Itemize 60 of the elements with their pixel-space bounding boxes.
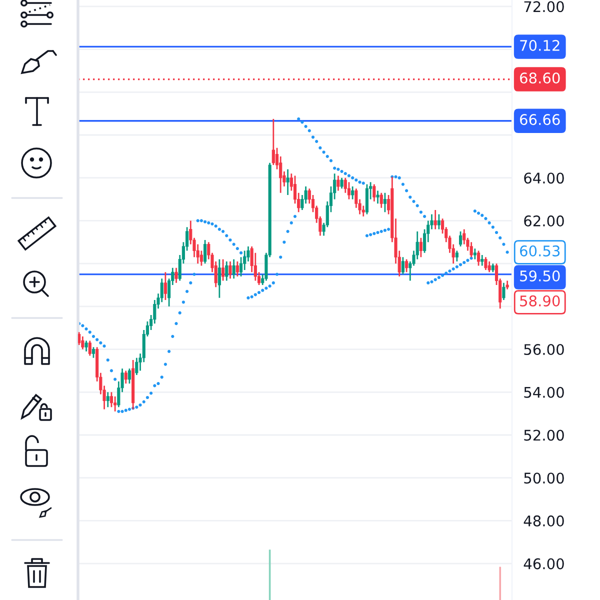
- y-tick-label: 64.00: [524, 172, 564, 184]
- candlestick: [484, 256, 488, 271]
- candlestick: [365, 184, 369, 215]
- candlestick: [502, 282, 506, 301]
- candlestick: [480, 254, 484, 266]
- candlestick: [437, 214, 440, 230]
- candlestick: [473, 248, 476, 260]
- candlestick: [164, 271, 167, 301]
- candlestick: [88, 340, 92, 356]
- candlestick: [218, 258, 221, 299]
- candlestick: [459, 230, 462, 248]
- ref-line-label: 70.12: [520, 40, 560, 51]
- candlestick: [128, 368, 131, 384]
- candlestick: [340, 177, 344, 190]
- candlestick: [135, 357, 138, 376]
- candlestick: [380, 192, 383, 209]
- y-tick-label: 52.00: [524, 430, 564, 441]
- ref-line-label: 68.60: [520, 72, 560, 84]
- candlestick: [114, 396, 117, 412]
- candlestick: [376, 190, 380, 204]
- candlestick: [419, 237, 422, 258]
- data-label: 60.53: [520, 245, 560, 256]
- candlestick: [232, 258, 236, 280]
- candlestick: [405, 258, 408, 273]
- candlestick: [351, 186, 354, 200]
- candlestick: [455, 250, 458, 262]
- candlestick: [488, 260, 491, 273]
- ref-line-label: 66.66: [520, 114, 560, 126]
- y-tick-label: 46.00: [524, 558, 564, 570]
- candlestick: [106, 391, 110, 408]
- candlestick: [272, 118, 275, 166]
- candlestick: [336, 175, 340, 192]
- candlestick: [221, 258, 225, 282]
- candlestick: [81, 336, 84, 350]
- candlestick: [174, 267, 178, 284]
- candlestick: [236, 260, 239, 278]
- candlestick: [92, 346, 96, 359]
- candlestick: [225, 260, 228, 282]
- candlestick: [383, 192, 387, 213]
- candlestick: [470, 241, 473, 258]
- candlestick: [203, 239, 207, 264]
- y-tick-label: 48.00: [524, 515, 564, 526]
- candlestick: [401, 256, 404, 275]
- y-tick-label: 54.00: [524, 386, 564, 398]
- candlestick: [476, 250, 480, 266]
- candlestick: [228, 260, 232, 280]
- candlestick: [347, 181, 351, 200]
- candlestick: [286, 168, 290, 196]
- y-tick-label: 56.00: [524, 344, 564, 356]
- y-tick-label: 50.00: [524, 472, 564, 484]
- candlestick: [110, 391, 114, 408]
- candlestick: [84, 340, 88, 352]
- y-tick-label: 72.00: [524, 1, 564, 12]
- candlestick: [372, 184, 376, 202]
- candlestick: [78, 331, 81, 346]
- candlestick: [434, 209, 437, 230]
- ref-line-label: 59.50: [520, 270, 560, 282]
- candlestick: [124, 370, 128, 384]
- text: 58.90: [520, 295, 560, 306]
- y-tick-label: 62.00: [524, 215, 564, 226]
